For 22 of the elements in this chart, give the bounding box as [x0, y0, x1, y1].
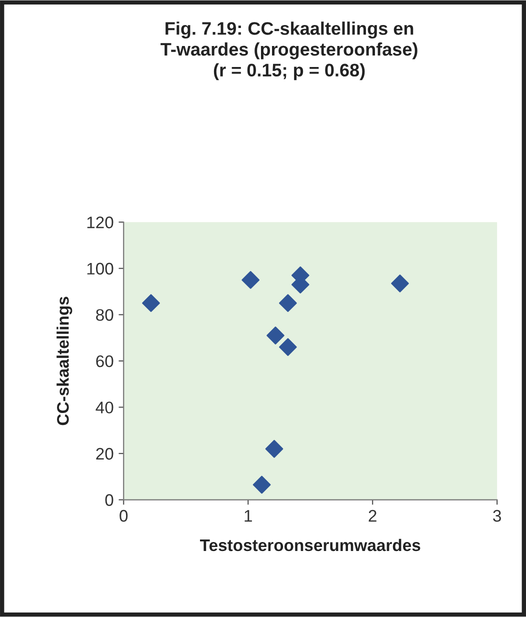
- x-tick-label: 1: [244, 510, 252, 522]
- point: [279, 338, 297, 356]
- x-axis-title: Testosteroonserumwaardes: [200, 538, 420, 552]
- x-tick-label: 0: [120, 510, 128, 522]
- point: [242, 271, 260, 289]
- y-axis-title: CC-skaaltellings: [56, 296, 72, 426]
- point: [142, 294, 160, 312]
- y-tick-label: 40: [96, 402, 114, 414]
- y-tick-label: 60: [96, 355, 114, 368]
- y-tick-label: 120: [87, 216, 114, 228]
- point: [391, 274, 409, 292]
- x-tick-label: 3: [493, 510, 501, 522]
- x-tick-label: 2: [368, 510, 376, 522]
- chart-title: Fig. 7.19: CC-skaaltellings en T-waardes (progesteroonfase) (r = 0.15; p = 0.68): [160, 22, 418, 80]
- y-tick-label: 20: [96, 448, 114, 460]
- y-tick-label: 0: [105, 494, 114, 506]
- point: [279, 294, 297, 312]
- point: [252, 476, 271, 494]
- point: [265, 440, 284, 458]
- y-tick-label: 80: [96, 309, 114, 321]
- point: [266, 326, 284, 344]
- y-tick-label: 100: [87, 262, 114, 275]
